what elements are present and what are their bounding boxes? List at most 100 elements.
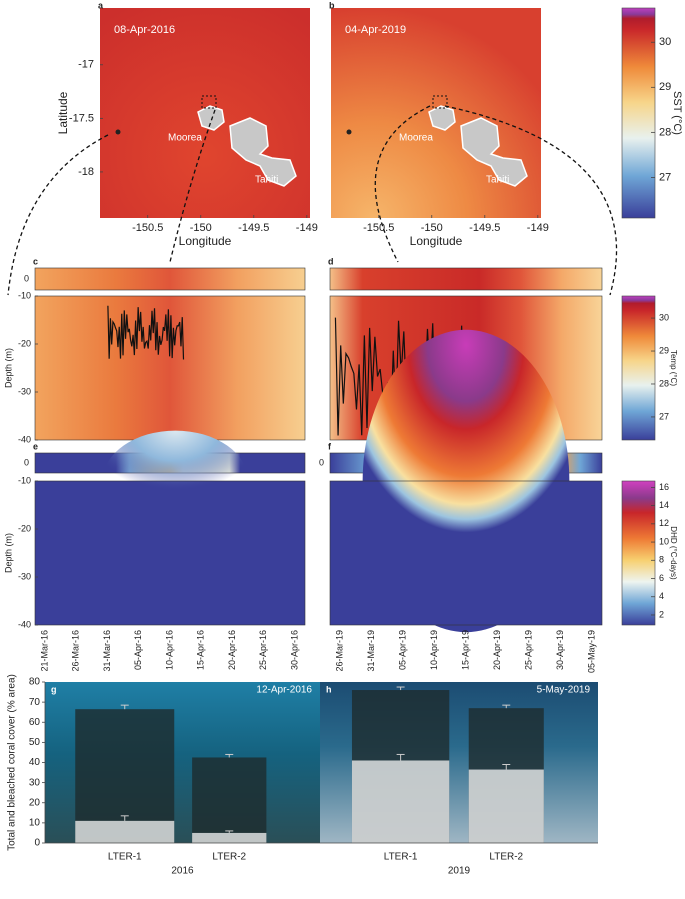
x-tick-label: LTER-1 — [384, 852, 418, 863]
date-label: 31-Mar-19 — [366, 630, 376, 672]
y-tick-label: -20 — [18, 338, 31, 348]
panel-letter: d — [328, 256, 334, 266]
date-label: 05-May-19 — [586, 630, 596, 673]
photo-date: 5-May-2019 — [537, 685, 591, 696]
date-label: 15-Apr-19 — [460, 630, 470, 670]
y-tick-label: -20 — [18, 523, 31, 533]
colorbar-tick-label: 28 — [659, 378, 669, 388]
panels: 08-Apr-2016 a Moorea Tahiti -150.5 -150 -149.5… — [3, 0, 683, 876]
island-label: Tahiti — [255, 175, 278, 186]
colorbar-label: Temp (°C) — [669, 350, 678, 386]
colorbar-tick-label: 14 — [659, 500, 669, 510]
x-tick-label: -150.5 — [363, 222, 394, 234]
y-tick-label: 50 — [29, 737, 41, 748]
y-tick-label: 40 — [29, 757, 41, 768]
x-tick-label: -149 — [527, 222, 549, 234]
arrow — [374, 105, 431, 263]
x-tick-label: LTER-2 — [212, 852, 246, 863]
colorbar — [621, 480, 656, 626]
surface-strip — [329, 267, 603, 291]
y-tick-label: -30 — [18, 571, 31, 581]
bleached-bar — [468, 769, 544, 843]
island-label: Moorea — [399, 133, 433, 144]
y-tick-label: 60 — [29, 717, 41, 728]
colorbar-label: DHD (°C-days) — [669, 526, 678, 580]
group-label: 2019 — [448, 866, 471, 877]
date-label: 26-Mar-19 — [334, 630, 344, 672]
islet — [115, 129, 121, 135]
date-label: 25-Apr-16 — [258, 630, 268, 670]
y-tick-label: 20 — [29, 797, 41, 808]
y-tick-label: 0 — [34, 838, 40, 849]
group-label: 2016 — [171, 866, 194, 877]
islands — [197, 105, 297, 187]
date-label: 25-Apr-19 — [523, 630, 533, 670]
colorbar-tick-label: 2 — [659, 609, 664, 619]
date-label: 21-Mar-16 — [39, 630, 49, 672]
colorbar-tick-label: 28 — [659, 126, 671, 138]
x-axis-label: Longitude — [410, 234, 463, 248]
surface-tick-label: 0 — [319, 457, 324, 467]
date-label: 10-Apr-19 — [429, 630, 439, 670]
islands — [428, 105, 528, 187]
colorbar — [621, 295, 656, 441]
date-label: 20-Apr-16 — [227, 630, 237, 670]
island-label: Tahiti — [486, 175, 509, 186]
colorbar-tick-label: 4 — [659, 591, 664, 601]
y-tick-label: -40 — [18, 434, 31, 444]
map-date: 04-Apr-2019 — [345, 24, 406, 36]
y-tick-label: -18 — [78, 166, 94, 178]
depth-field — [35, 296, 305, 440]
colorbar-tick-label: 12 — [659, 518, 669, 528]
site-box — [432, 95, 448, 109]
date-label: 15-Apr-16 — [196, 630, 206, 670]
date-label: 10-Apr-16 — [164, 630, 174, 670]
island-moorea — [428, 105, 456, 131]
panel-letter: f — [328, 441, 332, 451]
frame — [34, 480, 306, 626]
y-tick-label: -17 — [78, 59, 94, 71]
y-tick-label: -30 — [18, 386, 31, 396]
bleached-bar — [192, 832, 267, 843]
islet — [346, 129, 352, 135]
y-tick-label: -10 — [18, 475, 31, 485]
colorbar-tick-label: 29 — [659, 81, 671, 93]
island-tahiti — [229, 117, 297, 187]
bleached-bar — [351, 760, 450, 843]
bleached-bar — [75, 820, 175, 843]
colorbar-tick-label: 16 — [659, 482, 669, 492]
y-axis-label: Depth (m) — [3, 348, 13, 388]
colorbar-tick-label: 30 — [659, 312, 669, 322]
panel-letter: a — [98, 0, 104, 10]
colorbar-label: SST (°C) — [671, 91, 683, 135]
y-axis-label: Depth (m) — [3, 533, 13, 573]
y-tick-label: -10 — [18, 290, 31, 300]
arrow — [169, 109, 216, 263]
date-label: 30-Apr-19 — [555, 630, 565, 670]
colorbar-tick-label: 30 — [659, 36, 671, 48]
y-axis-label: Latitude — [56, 91, 70, 134]
x-tick-label: -150.5 — [132, 222, 163, 234]
colorbar-tick-label: 8 — [659, 555, 664, 565]
x-tick-label: -149 — [296, 222, 318, 234]
colorbar — [621, 7, 656, 219]
panel-letter: e — [33, 441, 38, 451]
map-date: 08-Apr-2016 — [114, 24, 175, 36]
island-label: Moorea — [168, 133, 202, 144]
panel-letter: b — [329, 0, 335, 10]
y-tick-label: 10 — [29, 818, 41, 829]
total-bar — [192, 757, 267, 843]
thermocline-trace — [107, 305, 185, 360]
colorbar-tick-label: 29 — [659, 345, 669, 355]
colorbar-tick-label: 27 — [659, 411, 669, 421]
frame — [329, 480, 603, 626]
x-tick-label: LTER-2 — [489, 852, 523, 863]
surface-tick-label: 0 — [24, 457, 29, 467]
surface-tick-label: 0 — [24, 273, 29, 283]
colorbar-tick-label: 6 — [659, 573, 664, 583]
x-tick-label: -150 — [190, 222, 212, 234]
y-axis-label: Total and bleached coral cover (% area) — [7, 674, 18, 851]
date-label: 26-Mar-16 — [71, 630, 81, 672]
date-label: 20-Apr-19 — [492, 630, 502, 670]
